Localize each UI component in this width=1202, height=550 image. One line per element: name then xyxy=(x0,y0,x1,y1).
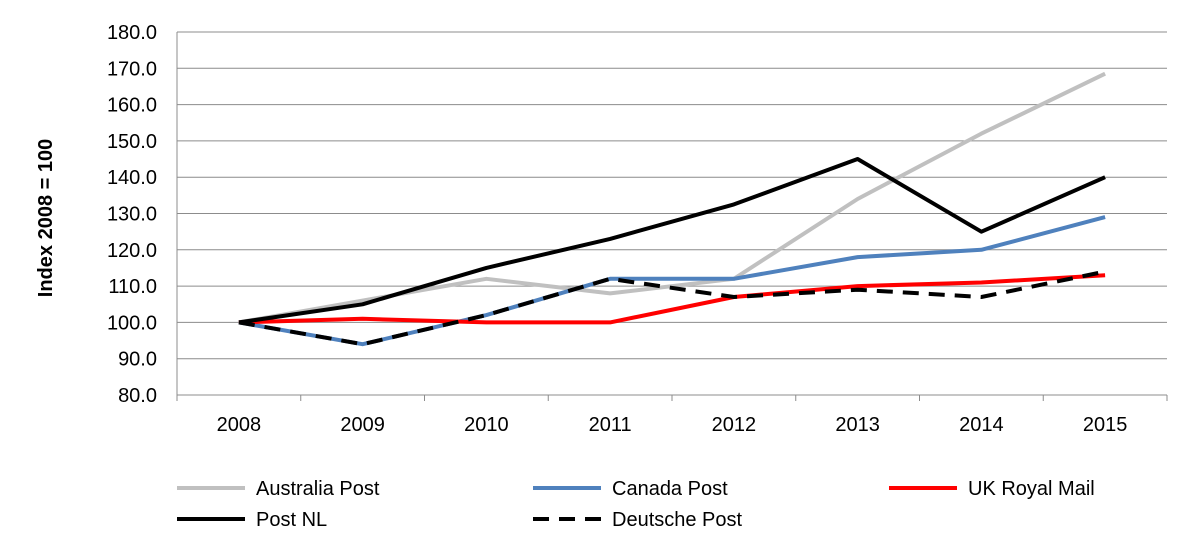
y-tick-label: 90.0 xyxy=(118,349,157,371)
y-tick-labels: 80.0 90.0 100.0 110.0 120.0 130.0 140.0 150.0 16… xyxy=(107,22,157,407)
series-line-canada-post xyxy=(238,215,1106,347)
legend: Australia Post Canada Post UK Royal Mail Po… xyxy=(177,478,1095,531)
x-tick-label: 2011 xyxy=(589,414,632,436)
legend-item-australia-post: Australia Post xyxy=(177,478,380,500)
series-line-australia-post xyxy=(238,71,1106,325)
series-line-uk-royal-mail xyxy=(238,273,1106,325)
x-tick-label: 2008 xyxy=(217,414,262,436)
gridlines xyxy=(177,31,1167,360)
x-tick-label: 2009 xyxy=(340,414,385,436)
series-line-deutsche-post xyxy=(238,269,1106,347)
x-tick-label: 2010 xyxy=(464,414,509,436)
y-tick-label: 180.0 xyxy=(107,22,157,44)
x-tick-label: 2012 xyxy=(712,414,757,436)
y-tick-label: 100.0 xyxy=(107,312,157,334)
y-tick-label: 110.0 xyxy=(108,276,157,298)
x-tick-labels: 2008 2009 2010 2011 2012 2013 2014 2015 xyxy=(217,414,1128,436)
x-tick-label: 2014 xyxy=(959,414,1004,436)
legend-label: Canada Post xyxy=(612,478,728,500)
axes xyxy=(176,32,1168,401)
legend-label: Post NL xyxy=(256,509,327,531)
x-tick-label: 2013 xyxy=(835,414,880,436)
series-line-post-nl xyxy=(238,157,1106,325)
y-tick-label: 160.0 xyxy=(107,95,157,117)
y-tick-label: 150.0 xyxy=(107,131,157,153)
legend-label: Australia Post xyxy=(256,478,380,500)
legend-item-canada-post: Canada Post xyxy=(533,478,728,500)
y-tick-label: 80.0 xyxy=(118,385,157,407)
legend-label: Deutsche Post xyxy=(612,509,743,531)
y-axis-title: Index 2008 = 100 xyxy=(35,139,57,297)
y-tick-label: 140.0 xyxy=(107,167,157,189)
legend-item-post-nl: Post NL xyxy=(177,509,327,531)
y-tick-label: 170.0 xyxy=(107,58,157,80)
y-tick-label: 120.0 xyxy=(107,240,157,262)
legend-item-deutsche-post: Deutsche Post xyxy=(533,509,743,531)
y-tick-label: 130.0 xyxy=(107,204,157,226)
legend-label: UK Royal Mail xyxy=(968,478,1095,500)
series-lines xyxy=(238,71,1106,347)
legend-item-uk-royal-mail: UK Royal Mail xyxy=(889,478,1095,500)
x-tick-label: 2015 xyxy=(1083,414,1128,436)
